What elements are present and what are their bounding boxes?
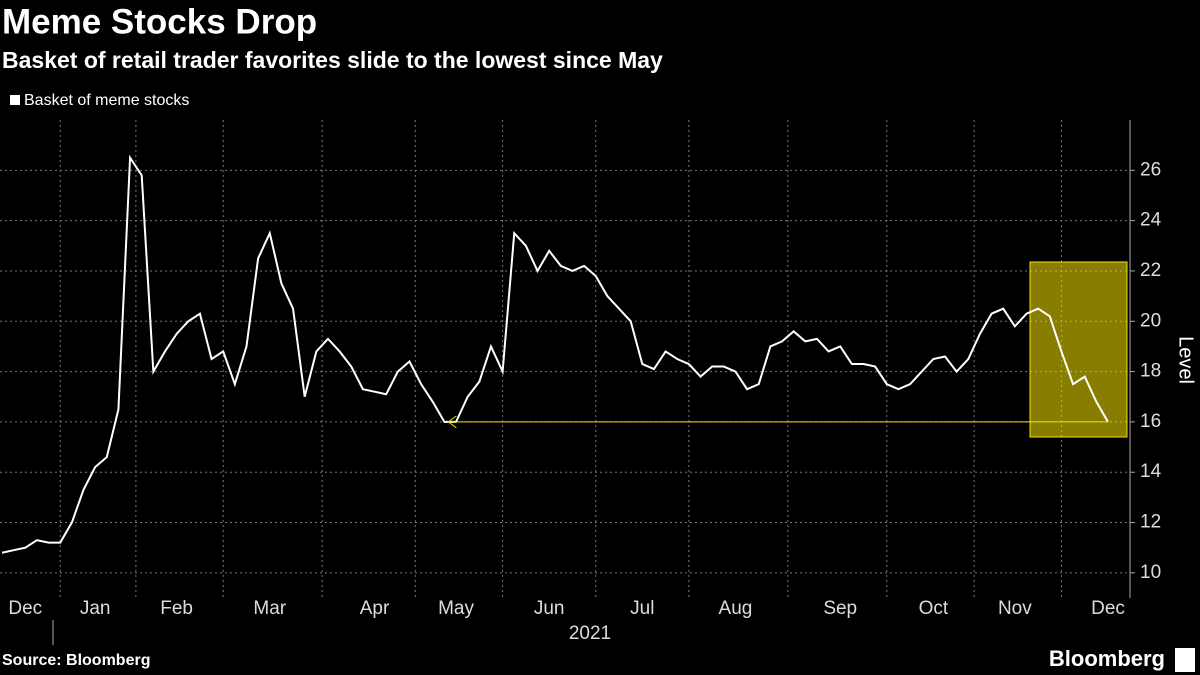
x-tick-label: Jul	[630, 598, 654, 619]
x-tick-label: Mar	[253, 598, 286, 619]
chart-subtitle: Basket of retail trader favorites slide …	[2, 47, 663, 73]
brand: Bloomberg	[1049, 646, 1165, 671]
legend-swatch	[10, 95, 20, 105]
legend-label: Basket of meme stocks	[24, 92, 189, 109]
x-tick-label: Nov	[998, 598, 1032, 619]
highlight-box	[1029, 261, 1128, 438]
x-tick-label: Sep	[823, 598, 857, 619]
y-tick-label: 20	[1140, 310, 1161, 331]
annotation-arrowhead	[447, 415, 457, 429]
x-tick-label: Aug	[719, 598, 753, 619]
brand-icon	[1175, 648, 1195, 672]
x-tick-label: Dec	[8, 598, 42, 619]
x-tick-label: Dec	[1091, 598, 1125, 619]
chart-title: Meme Stocks Drop	[2, 2, 317, 41]
y-tick-label: 16	[1140, 411, 1161, 432]
y-tick-label: 12	[1140, 512, 1161, 533]
x-tick-label: Jun	[534, 598, 565, 619]
x-tick-label: Jan	[80, 598, 111, 619]
y-tick-label: 18	[1140, 361, 1161, 382]
y-tick-label: 22	[1140, 260, 1161, 281]
x-tick-label: Apr	[360, 598, 390, 619]
y-tick-label: 26	[1140, 159, 1161, 180]
x-tick-label: Feb	[160, 598, 193, 619]
y-tick-label: 24	[1140, 210, 1162, 231]
line	[1, 154, 1109, 554]
x-tick-label: May	[438, 598, 474, 619]
x-axis-label: 2021	[569, 623, 611, 644]
y-axis-label: Level	[1175, 336, 1197, 384]
y-tick-label: 10	[1140, 562, 1161, 583]
x-tick-label: Oct	[919, 598, 949, 619]
source: Source: Bloomberg	[2, 652, 150, 669]
y-tick-label: 14	[1140, 461, 1162, 482]
